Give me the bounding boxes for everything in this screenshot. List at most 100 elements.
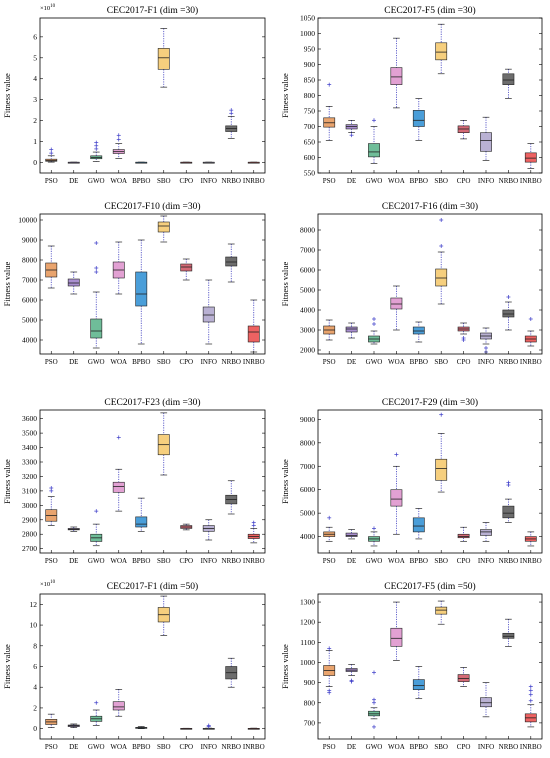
box-de bbox=[345, 322, 358, 339]
x-tick-label: GWO bbox=[366, 743, 383, 751]
box-body bbox=[435, 606, 448, 615]
axis-multiplier: ×1010 bbox=[40, 580, 56, 588]
box-body bbox=[390, 489, 403, 507]
outlier-point bbox=[49, 151, 54, 156]
x-tick-label: BPBO bbox=[410, 358, 428, 366]
x-tick-label: WOA bbox=[388, 557, 405, 565]
y-tick-label: 12 bbox=[30, 600, 38, 609]
box-body bbox=[412, 326, 425, 335]
box-bpbo bbox=[135, 726, 148, 729]
box-body bbox=[435, 268, 448, 287]
box-nrbo bbox=[502, 68, 515, 99]
box-gwo bbox=[90, 241, 103, 349]
x-tick-label: NRBO bbox=[499, 743, 518, 751]
plot-frame bbox=[39, 213, 266, 355]
box-gwo bbox=[368, 526, 380, 547]
y-axis-label: Fitness value bbox=[2, 261, 12, 306]
box-nrbo bbox=[502, 618, 515, 647]
box-sbo bbox=[157, 412, 170, 476]
box-nrbo bbox=[225, 657, 238, 688]
box-woa bbox=[390, 452, 403, 535]
outlier-point bbox=[251, 520, 256, 525]
y-axis-label: Fitness value bbox=[280, 644, 290, 689]
plot-frame bbox=[317, 409, 543, 554]
box-pso bbox=[323, 319, 336, 341]
x-tick-label: GWO bbox=[366, 557, 383, 565]
box-cpo bbox=[457, 526, 470, 542]
box-cpo bbox=[457, 667, 470, 687]
x-tick-label: CPO bbox=[457, 358, 471, 366]
y-tick-label: 2000 bbox=[300, 346, 315, 355]
x-tick-label: PSO bbox=[45, 177, 58, 185]
y-tick-label: 0 bbox=[33, 724, 37, 733]
y-tick-label: 6 bbox=[33, 32, 37, 41]
box-body bbox=[502, 309, 515, 318]
y-tick-label: 9000 bbox=[300, 415, 315, 424]
box-de bbox=[67, 271, 80, 295]
axis-multiplier-exponent: 10 bbox=[50, 580, 56, 585]
y-tick-label: 6000 bbox=[300, 266, 315, 275]
box-gwo bbox=[90, 509, 103, 547]
chart-panel-3: CEC2017-F16 (dim =30) Fitness value 2000 30… bbox=[280, 201, 543, 366]
plot-frame bbox=[39, 593, 266, 740]
box-inrbo bbox=[524, 317, 537, 347]
box-gwo bbox=[368, 118, 380, 164]
x-tick-label: CPO bbox=[179, 743, 193, 751]
chart-title: CEC2017-F29 (dim =30) bbox=[382, 397, 478, 408]
box-inrbo bbox=[247, 520, 260, 544]
x-tick-label: NRBO bbox=[222, 177, 241, 185]
x-tick-label: DE bbox=[347, 177, 356, 185]
outlier-point bbox=[528, 684, 533, 689]
y-tick-label: 6 bbox=[33, 662, 37, 671]
box-woa bbox=[112, 688, 125, 717]
box-pso bbox=[45, 147, 58, 163]
box-bpbo bbox=[412, 508, 425, 540]
box-cpo bbox=[180, 727, 193, 730]
chart-title: CEC2017-F1 (dim =50) bbox=[107, 581, 198, 592]
chart-title: CEC2017-F5 (dim =30) bbox=[384, 5, 475, 16]
box-body bbox=[390, 67, 403, 85]
y-tick-label: 3100 bbox=[22, 486, 37, 495]
box-gwo bbox=[368, 317, 380, 345]
x-tick-label: DE bbox=[69, 358, 78, 366]
x-tick-label: GWO bbox=[88, 358, 105, 366]
box-nrbo bbox=[502, 480, 515, 523]
outlier-point bbox=[372, 526, 376, 531]
outlier-point bbox=[439, 218, 444, 222]
box-woa bbox=[390, 601, 403, 661]
box-sbo bbox=[435, 23, 448, 75]
box-info bbox=[202, 161, 215, 164]
box-info bbox=[480, 327, 492, 354]
axis-multiplier-base: ×10 bbox=[40, 581, 50, 588]
outlier-point bbox=[506, 295, 511, 299]
y-tick-label: 5 bbox=[33, 53, 37, 62]
y-tick-label: 2700 bbox=[22, 544, 37, 553]
box-body bbox=[157, 48, 170, 70]
y-tick-label: 6000 bbox=[22, 296, 37, 305]
x-tick-label: SBO bbox=[434, 557, 448, 565]
y-tick-label: 7000 bbox=[22, 276, 37, 285]
y-tick-label: 4000 bbox=[22, 336, 37, 345]
y-tick-label: 1050 bbox=[300, 14, 315, 23]
box-bpbo bbox=[412, 666, 425, 700]
y-tick-label: 900 bbox=[304, 60, 316, 69]
box-body bbox=[435, 458, 448, 481]
box-sbo bbox=[157, 215, 170, 243]
x-tick-label: INRBO bbox=[520, 743, 542, 751]
box-pso bbox=[45, 486, 58, 526]
box-woa bbox=[390, 285, 403, 331]
box-body bbox=[457, 533, 470, 539]
box-body bbox=[457, 674, 470, 682]
y-tick-label: 1 bbox=[33, 137, 37, 146]
x-tick-label: BPBO bbox=[132, 177, 150, 185]
box-body bbox=[480, 132, 492, 152]
y-tick-label: 900 bbox=[304, 678, 316, 687]
y-tick-label: 7000 bbox=[300, 462, 315, 471]
x-tick-label: CPO bbox=[179, 358, 193, 366]
box-nrbo bbox=[502, 295, 515, 331]
box-inrbo bbox=[524, 531, 537, 547]
x-tick-label: WOA bbox=[388, 743, 405, 751]
outlier-point bbox=[528, 698, 533, 703]
x-tick-label: NRBO bbox=[222, 358, 241, 366]
y-tick-label: 950 bbox=[304, 45, 316, 54]
